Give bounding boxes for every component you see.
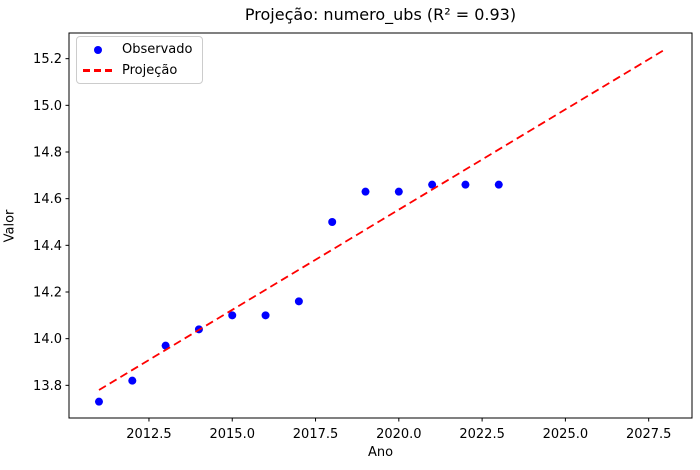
x-tick-label: 2020.0 — [376, 427, 422, 442]
y-axis-label: Valor — [2, 209, 18, 243]
x-tick-label: 2025.0 — [543, 427, 589, 442]
legend: Observado Projeção — [76, 36, 203, 84]
x-tick-label: 2012.5 — [126, 427, 172, 442]
x-tick-label: 2015.0 — [209, 427, 255, 442]
legend-item-observado: Observado — [83, 40, 196, 60]
data-point — [428, 180, 437, 189]
y-tick-label: 14.0 — [33, 332, 62, 347]
scatter-marker-icon — [94, 45, 102, 54]
chart-title: Projeção: numero_ubs (R² = 0.93) — [244, 5, 517, 24]
x-tick-label: 2017.5 — [293, 427, 339, 442]
y-tick-label: 13.8 — [33, 379, 62, 394]
y-tick-label: 14.4 — [33, 239, 62, 254]
x-axis-label: Ano — [367, 445, 394, 460]
data-point — [94, 397, 103, 406]
axes-frame — [68, 32, 693, 419]
legend-item-projecao: Projeção — [83, 61, 196, 81]
data-point — [128, 376, 137, 385]
legend-label-projecao: Projeção — [122, 63, 178, 78]
y-tick-label: 14.2 — [33, 286, 62, 301]
legend-marker — [83, 45, 113, 54]
legend-marker — [83, 69, 113, 72]
data-point — [328, 218, 337, 226]
data-point — [261, 311, 270, 320]
data-point — [494, 180, 503, 189]
y-tick-label: 15.0 — [33, 99, 62, 114]
y-tick-label: 14.6 — [33, 192, 62, 207]
data-point — [361, 187, 370, 196]
data-point — [228, 311, 237, 320]
projection-line — [98, 48, 666, 391]
y-tick-label: 14.8 — [33, 146, 62, 161]
x-tick-label: 2022.5 — [459, 427, 505, 442]
data-point — [161, 341, 170, 350]
data-point — [461, 180, 470, 189]
data-point — [394, 187, 403, 196]
x-tick-label: 2027.5 — [626, 427, 672, 442]
data-point — [294, 297, 303, 306]
y-tick-label: 15.2 — [33, 52, 62, 67]
legend-label-observado: Observado — [122, 42, 193, 57]
dashed-line-icon — [83, 69, 113, 72]
